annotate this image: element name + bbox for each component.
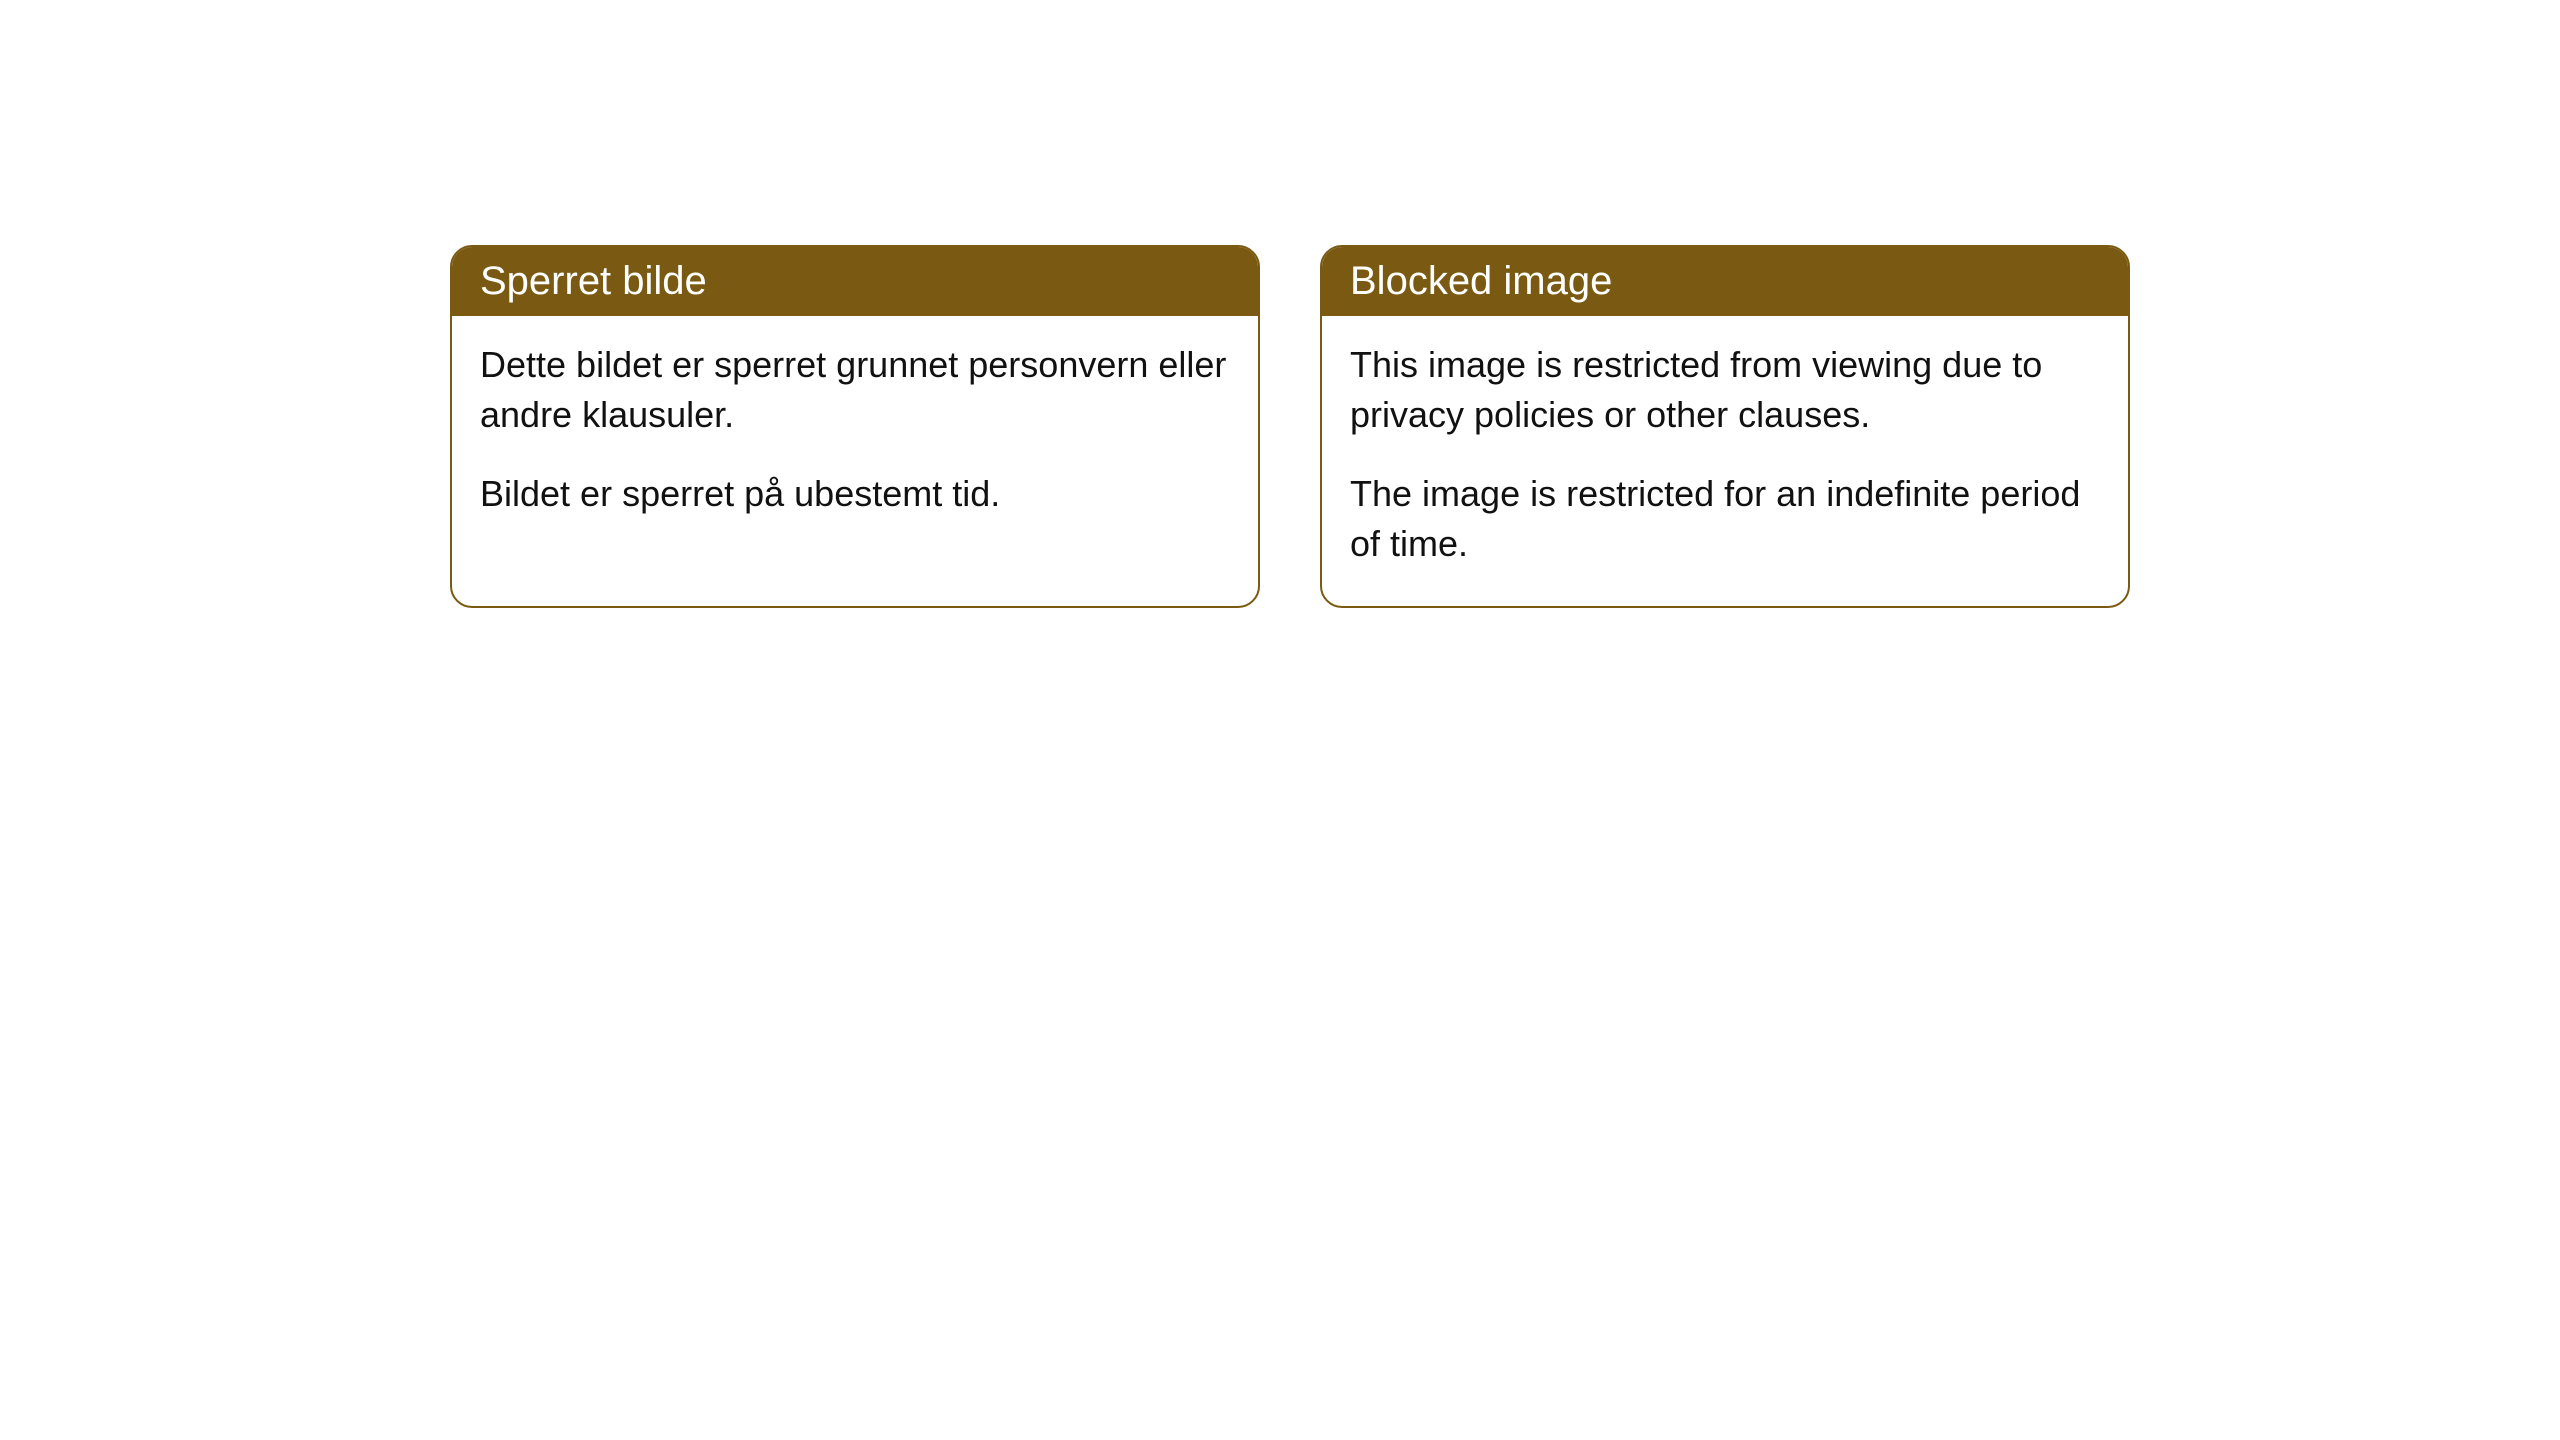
card-paragraph-1: This image is restricted from viewing du… xyxy=(1350,340,2100,441)
card-title: Blocked image xyxy=(1350,259,1612,303)
blocked-image-card-norwegian: Sperret bilde Dette bildet er sperret gr… xyxy=(450,245,1260,608)
card-header-english: Blocked image xyxy=(1322,247,2128,316)
card-body-norwegian: Dette bildet er sperret grunnet personve… xyxy=(452,316,1258,555)
card-paragraph-1: Dette bildet er sperret grunnet personve… xyxy=(480,340,1230,441)
card-body-english: This image is restricted from viewing du… xyxy=(1322,316,2128,606)
cards-container: Sperret bilde Dette bildet er sperret gr… xyxy=(450,245,2130,608)
card-paragraph-2: The image is restricted for an indefinit… xyxy=(1350,469,2100,570)
card-paragraph-2: Bildet er sperret på ubestemt tid. xyxy=(480,469,1230,519)
card-header-norwegian: Sperret bilde xyxy=(452,247,1258,316)
card-title: Sperret bilde xyxy=(480,259,707,303)
blocked-image-card-english: Blocked image This image is restricted f… xyxy=(1320,245,2130,608)
